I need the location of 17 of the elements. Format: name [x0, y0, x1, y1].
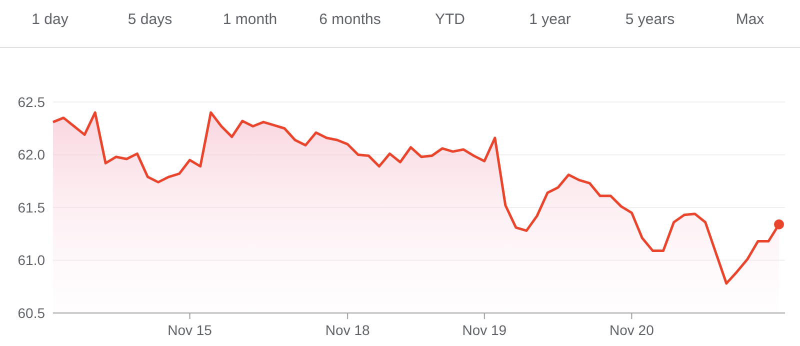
y-tick-label: 62.5	[18, 94, 46, 110]
text: 1 year	[528, 10, 572, 30]
x-tick-label: Nov 20	[610, 322, 654, 338]
text: Max	[734, 10, 766, 30]
text: 1 day	[30, 10, 70, 30]
y-tick-label: 62.0	[18, 146, 46, 163]
y-tick-label: 61.5	[18, 199, 46, 216]
x-tick-label: Nov 15	[168, 322, 212, 338]
text: 5 days	[126, 10, 174, 30]
y-tick-label: 61.0	[18, 252, 46, 268]
x-tick-label: Nov 18	[325, 322, 370, 338]
x-tick-label: Nov 19	[462, 322, 507, 338]
text: 5 years	[624, 10, 676, 30]
text: 6 months	[318, 10, 382, 30]
text: 1 month	[222, 10, 278, 30]
y-tick-label: 60.5	[18, 304, 46, 321]
text: YTD	[434, 10, 466, 30]
